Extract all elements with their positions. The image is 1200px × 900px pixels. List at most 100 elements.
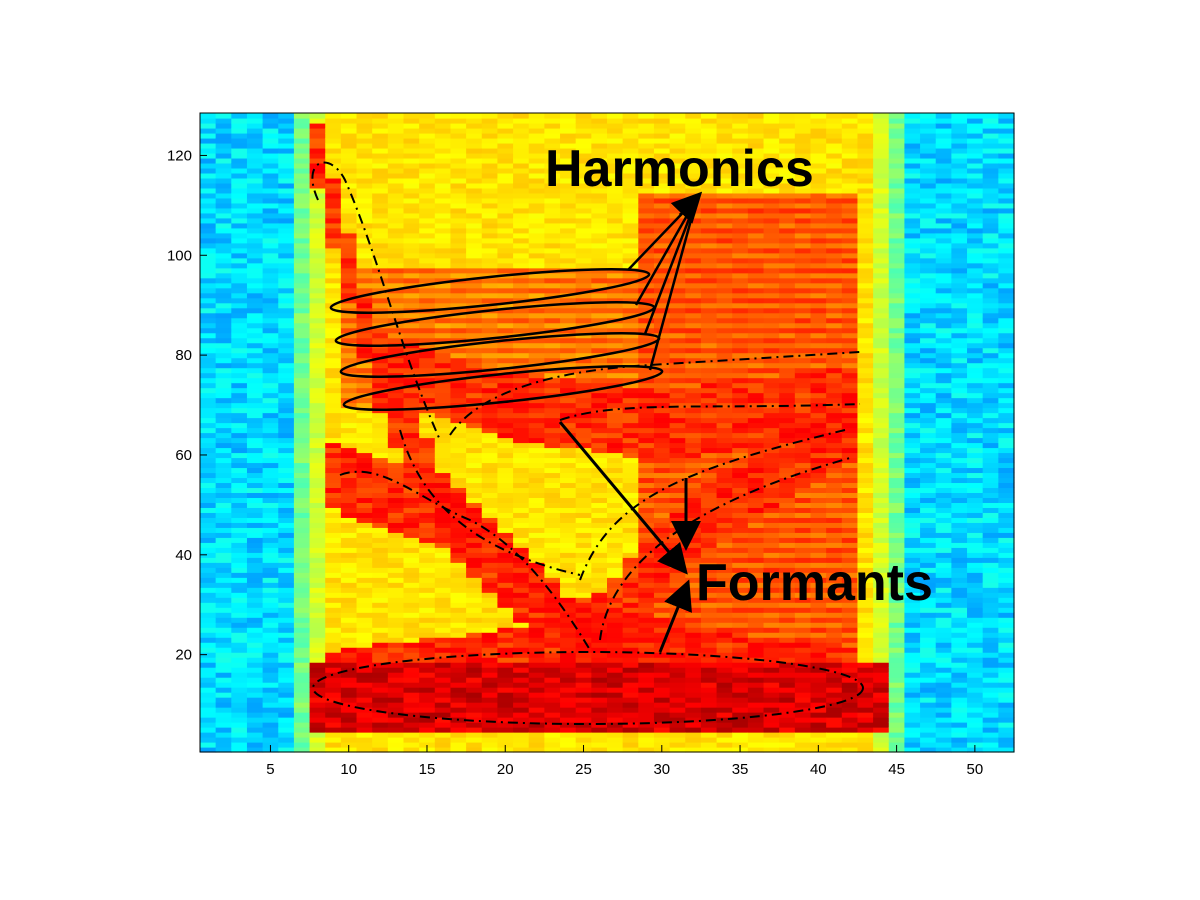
heatmap-cell — [779, 612, 796, 618]
heatmap-cell — [215, 367, 232, 374]
heatmap-cell — [215, 677, 232, 683]
heatmap-cell — [716, 117, 733, 124]
heatmap-cell — [419, 312, 436, 319]
heatmap-cell — [716, 422, 733, 429]
heatmap-cell — [622, 402, 639, 409]
heatmap-cell — [278, 602, 295, 608]
heatmap-cell — [763, 542, 780, 548]
heatmap-cell — [591, 547, 608, 553]
heatmap-cell — [325, 522, 342, 528]
heatmap-cell — [779, 517, 796, 523]
heatmap-cell — [481, 247, 499, 254]
heatmap-cell — [481, 197, 499, 204]
heatmap-cell — [513, 612, 530, 618]
heatmap-cell — [497, 407, 514, 414]
heatmap-cell — [732, 422, 749, 429]
heatmap-cell — [591, 427, 608, 434]
heatmap-cell — [653, 622, 671, 628]
heatmap-cell — [653, 497, 671, 503]
heatmap-cell — [794, 387, 812, 394]
heatmap-cell — [372, 422, 389, 429]
heatmap-cell — [638, 222, 655, 229]
heatmap-cell — [262, 572, 279, 578]
heatmap-cell — [293, 507, 311, 513]
heatmap-cell — [607, 702, 624, 708]
heatmap-cell — [372, 367, 389, 374]
heatmap-cell — [372, 387, 389, 394]
heatmap-cell — [560, 497, 577, 503]
heatmap-cell — [481, 562, 499, 568]
heatmap-cell — [419, 327, 436, 334]
heatmap-cell — [278, 187, 295, 194]
heatmap-cell — [497, 737, 514, 743]
heatmap-cell — [309, 672, 326, 678]
heatmap-cell — [200, 207, 217, 214]
heatmap-cell — [278, 522, 295, 528]
heatmap-cell — [278, 562, 295, 568]
heatmap-cell — [215, 142, 232, 149]
heatmap-cell — [246, 262, 264, 269]
heatmap-cell — [419, 667, 436, 673]
heatmap-cell — [638, 682, 655, 688]
heatmap-cell — [763, 632, 780, 638]
heatmap-cell — [215, 717, 232, 723]
heatmap-cell — [685, 172, 702, 179]
heatmap-cell — [591, 732, 608, 738]
heatmap-cell — [356, 667, 373, 673]
heatmap-cell — [340, 612, 358, 618]
heatmap-cell — [466, 427, 483, 434]
heatmap-cell — [403, 392, 420, 399]
heatmap-cell — [278, 162, 295, 169]
heatmap-cell — [293, 492, 311, 498]
heatmap-cell — [669, 457, 686, 464]
heatmap-cell — [419, 117, 436, 124]
heatmap-cell — [200, 702, 217, 708]
heatmap-cell — [528, 607, 545, 613]
heatmap-cell — [262, 497, 279, 503]
heatmap-cell — [779, 162, 796, 169]
heatmap-cell — [700, 262, 718, 269]
heatmap-cell — [403, 567, 420, 573]
heatmap-cell — [215, 517, 232, 523]
heatmap-cell — [262, 392, 279, 399]
heatmap-cell — [372, 567, 389, 573]
heatmap-cell — [325, 267, 342, 274]
heatmap-cell — [732, 227, 749, 234]
heatmap-cell — [278, 397, 295, 404]
heatmap-cell — [794, 737, 812, 743]
heatmap-cell — [794, 487, 812, 493]
heatmap-cell — [544, 227, 561, 234]
heatmap-cell — [685, 337, 702, 344]
heatmap-cell — [513, 352, 530, 359]
heatmap-cell — [481, 187, 499, 194]
heatmap-cell — [732, 132, 749, 139]
heatmap-cell — [779, 142, 796, 149]
heatmap-cell — [325, 197, 342, 204]
heatmap-cell — [450, 672, 467, 678]
heatmap-cell — [653, 637, 671, 643]
heatmap-cell — [215, 687, 232, 693]
heatmap-cell — [544, 407, 561, 414]
heatmap-cell — [466, 737, 483, 743]
heatmap-cell — [700, 737, 718, 743]
heatmap-cell — [560, 312, 577, 319]
heatmap-cell — [638, 347, 655, 354]
heatmap-cell — [747, 532, 765, 538]
heatmap-cell — [387, 707, 405, 713]
heatmap-cell — [700, 197, 718, 204]
heatmap-cell — [293, 397, 311, 404]
heatmap-cell — [716, 282, 733, 289]
heatmap-cell — [528, 407, 545, 414]
heatmap-cell — [779, 377, 796, 384]
heatmap-cell — [528, 557, 545, 563]
heatmap-cell — [794, 472, 812, 479]
heatmap-cell — [669, 747, 686, 753]
heatmap-cell — [560, 672, 577, 678]
heatmap-cell — [419, 702, 436, 708]
heatmap-cell — [607, 732, 624, 738]
heatmap-cell — [794, 147, 812, 154]
heatmap-cell — [262, 387, 279, 394]
heatmap-cell — [575, 422, 592, 429]
heatmap-cell — [246, 342, 264, 349]
heatmap-cell — [419, 647, 436, 653]
